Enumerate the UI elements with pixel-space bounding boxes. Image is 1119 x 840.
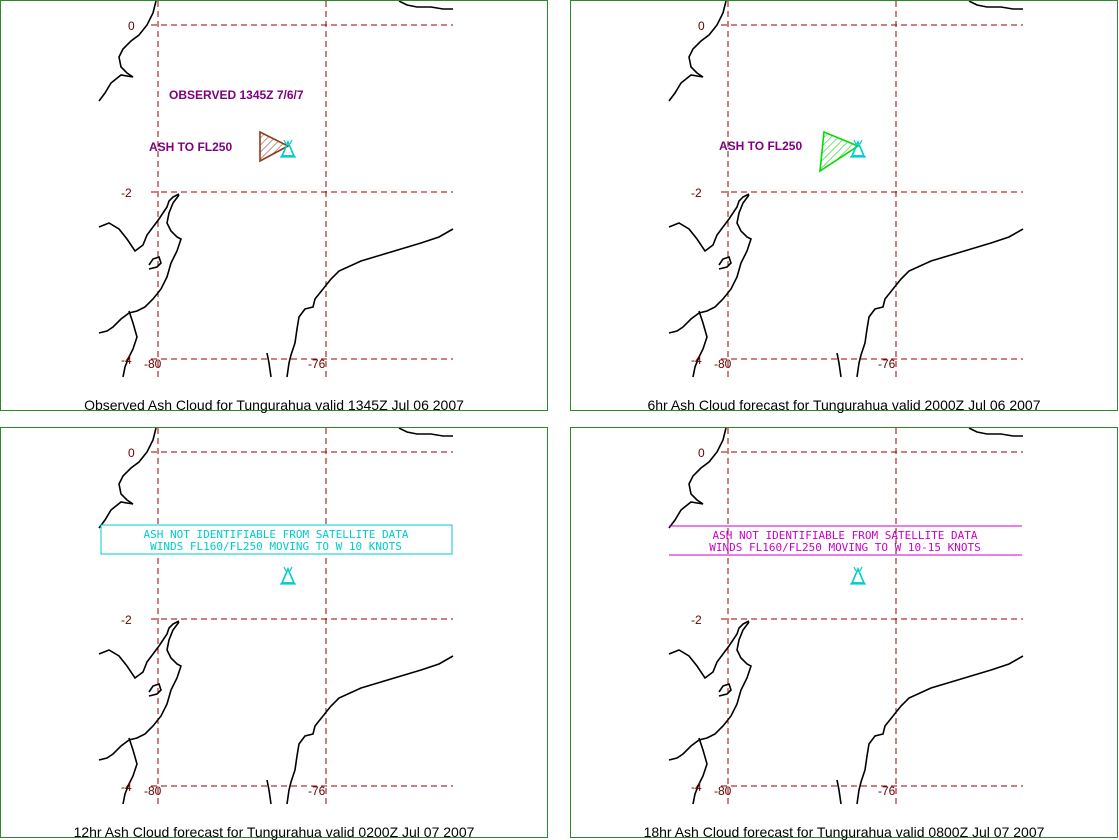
advisory-note-box	[100, 524, 453, 555]
ash-altitude-label: ASH TO FL250	[719, 139, 802, 153]
panel-caption: 6hr Ash Cloud forecast for Tungurahua va…	[647, 397, 1041, 413]
lat-tick-minus4: -4	[121, 353, 132, 367]
panel-caption: Observed Ash Cloud for Tungurahua valid …	[84, 397, 464, 413]
advisory-note-line2: WINDS FL160/FL250 MOVING TO W 10 KNOTS	[150, 540, 402, 553]
lat-tick-0: 0	[698, 446, 705, 460]
lon-tick-minus80: -80	[714, 357, 732, 371]
ash-cloud-polygon	[819, 130, 860, 173]
lat-tick-0: 0	[128, 19, 135, 33]
panel-observed: 0 -2 -4 -80 -76 OBSERVED 1345Z 7/6/7 ASH…	[0, 0, 548, 413]
observed-time-label: OBSERVED 1345Z 7/6/7	[169, 88, 304, 102]
lon-tick-minus76: -76	[878, 357, 896, 371]
panel-caption: 18hr Ash Cloud forecast for Tungurahua v…	[643, 824, 1045, 840]
lon-tick-minus80: -80	[714, 784, 732, 798]
panel-6hr: 0 -2 -4 -80 -76 ASH TO FL250 6hr Ash Clo…	[570, 0, 1118, 413]
advisory-note-line2: WINDS FL160/FL250 MOVING TO W 10-15 KNOT…	[709, 541, 981, 554]
map-12hr: 0 -2 -4 -80 -76 ASH NOT IDENTIFIABLE FRO…	[98, 428, 454, 805]
lat-tick-minus2: -2	[691, 613, 702, 627]
ash-altitude-label: ASH TO FL250	[149, 140, 232, 154]
map-6hr: 0 -2 -4 -80 -76 ASH TO FL250	[668, 1, 1024, 378]
lat-tick-0: 0	[698, 19, 705, 33]
lon-tick-minus80: -80	[144, 357, 162, 371]
lat-tick-minus4: -4	[121, 780, 132, 794]
advisory-note-line1: ASH NOT IDENTIFIABLE FROM SATELLITE DATA	[713, 529, 978, 542]
lon-tick-minus76: -76	[878, 784, 896, 798]
panel-caption: 12hr Ash Cloud forecast for Tungurahua v…	[73, 824, 475, 840]
panel-12hr: 0 -2 -4 -80 -76 ASH NOT IDENTIFIABLE FRO…	[0, 427, 548, 840]
volcano-icon	[279, 566, 297, 585]
volcano-icon	[849, 566, 867, 585]
advisory-note-line1: ASH NOT IDENTIFIABLE FROM SATELLITE DATA	[144, 528, 409, 541]
lon-tick-minus76: -76	[308, 784, 326, 798]
map-18hr: 0 -2 -4 -80 -76 ASH NOT IDENTIFIABLE FRO…	[668, 428, 1024, 805]
lat-tick-minus2: -2	[691, 186, 702, 200]
lat-tick-minus4: -4	[691, 780, 702, 794]
lon-tick-minus80: -80	[144, 784, 162, 798]
lat-tick-minus2: -2	[121, 613, 132, 627]
ash-cloud-polygon	[259, 130, 290, 163]
map-observed: 0 -2 -4 -80 -76 OBSERVED 1345Z 7/6/7 ASH…	[98, 1, 454, 378]
lat-tick-0: 0	[128, 446, 135, 460]
panel-18hr: 0 -2 -4 -80 -76 ASH NOT IDENTIFIABLE FRO…	[570, 427, 1118, 840]
lat-tick-minus4: -4	[691, 353, 702, 367]
lon-tick-minus76: -76	[308, 357, 326, 371]
lat-tick-minus2: -2	[121, 186, 132, 200]
